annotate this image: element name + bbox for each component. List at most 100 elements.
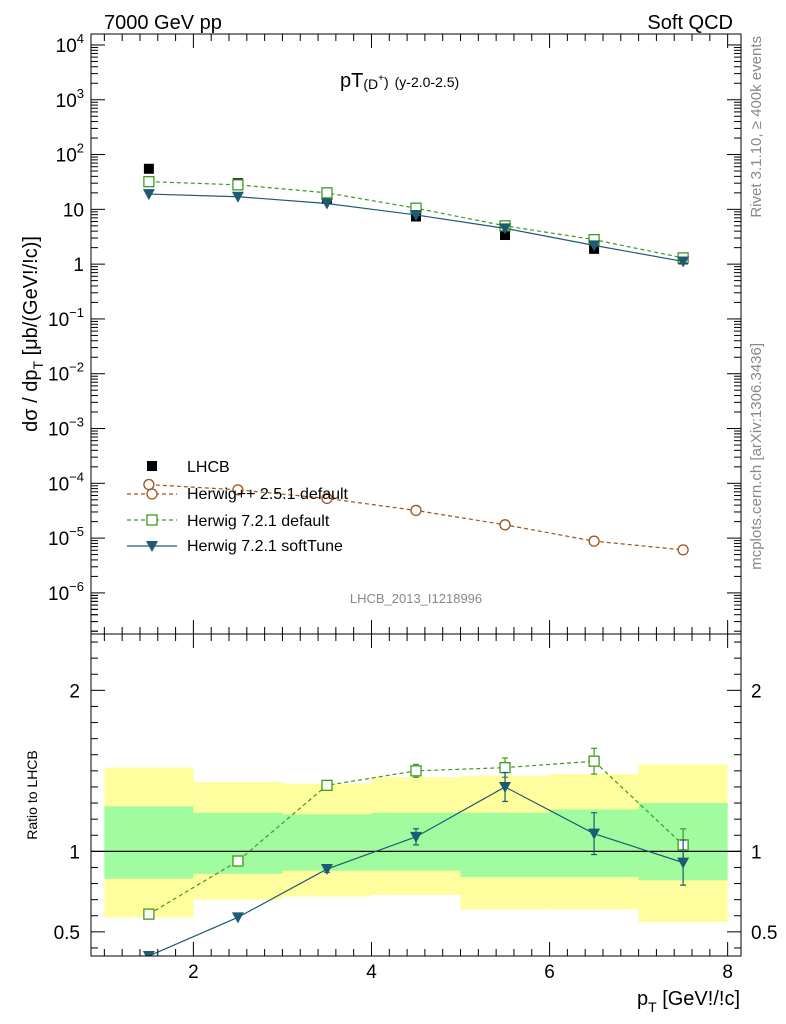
main-y-tick-base: 10 bbox=[63, 200, 84, 221]
main-y-tick-exponent: −6 bbox=[69, 579, 84, 594]
ratio-y-tick-label: 0.5 bbox=[54, 923, 80, 944]
ratio-series-group bbox=[142, 747, 690, 956]
ratio-point-herwig-7-2-1-softtune bbox=[410, 831, 422, 843]
main-point-herwig-7-2-1-default bbox=[232, 179, 244, 191]
main-y-tick-exponent: −1 bbox=[69, 305, 84, 320]
main-y-tick-base: 10 bbox=[56, 36, 77, 57]
ratio-point-herwig-7-2-1-softtune bbox=[499, 781, 512, 793]
main-point-herwig-2-5-1-default bbox=[232, 484, 244, 496]
main-y-tick-label: 10 bbox=[63, 200, 84, 221]
legend: LHCB Herwig++ 2.5.1 default Herwig 7.2.1… bbox=[127, 459, 349, 555]
ratio-panel: 2 4 6 8 0.5 0.5 1 1 2 2 Ratio to LHCB pT [GeV!/!c… bbox=[24, 633, 777, 1015]
main-y-tick-label: 10−6 bbox=[48, 579, 84, 605]
main-point-herwig-7-2-1-softtune bbox=[231, 191, 244, 203]
main-y-tick-label: 10−2 bbox=[48, 360, 84, 386]
ratio-band-green bbox=[282, 814, 372, 871]
main-y-tick-label: 10−4 bbox=[48, 469, 84, 495]
main-point-herwig-7-2-1-softtune bbox=[499, 223, 512, 235]
main-y-tick-exponent: −2 bbox=[69, 360, 84, 375]
legend-marker-herwigpp bbox=[146, 488, 158, 500]
ratio-point-herwig-7-2-1-default bbox=[321, 779, 333, 791]
ratio-y-axis-label: Ratio to LHCB bbox=[24, 750, 40, 839]
main-point-herwig-7-2-1-default bbox=[143, 176, 155, 188]
x-label-a: p bbox=[637, 988, 648, 1010]
plot-title-main: pT bbox=[340, 70, 363, 92]
plot-title-close: ) bbox=[384, 74, 389, 90]
main-y-axis-label: dσ / dpT [μb/(GeV!/!c)] bbox=[20, 236, 46, 432]
header-right: Soft QCD bbox=[647, 12, 733, 34]
main-point-herwig-2-5-1-default bbox=[588, 535, 600, 547]
ratio-y-tick-label-right: 0.5 bbox=[751, 923, 777, 944]
main-y-tick-base: 10 bbox=[56, 91, 77, 112]
main-y-tick-base: 10 bbox=[56, 146, 77, 167]
main-y-tick-label: 104 bbox=[56, 31, 84, 57]
ratio-axis-ticks: 2 4 6 8 0.5 0.5 1 1 2 2 bbox=[54, 634, 777, 983]
x-label-sub: T bbox=[648, 999, 657, 1015]
main-point-herwig-7-2-1-softtune bbox=[320, 198, 333, 210]
main-point-herwig-2-5-1-default bbox=[321, 492, 333, 505]
main-y-label-b: [μb/(GeV!/!c)] bbox=[20, 236, 42, 361]
ratio-x-tick-label: 4 bbox=[366, 962, 377, 983]
plot-title-sub: (D bbox=[363, 76, 378, 92]
main-y-tick-label: 10−1 bbox=[48, 305, 84, 331]
main-y-tick-base: 10 bbox=[48, 474, 69, 495]
legend-entry-herwigpp: Herwig++ 2.5.1 default bbox=[127, 486, 349, 503]
ratio-x-tick-label: 6 bbox=[544, 962, 555, 983]
ratio-y-tick-label: 2 bbox=[69, 681, 80, 702]
ratio-band-green bbox=[460, 812, 550, 878]
main-point-herwig-7-2-1-softtune bbox=[142, 189, 155, 201]
main-y-tick-base: 10 bbox=[48, 529, 69, 550]
main-point-herwig-7-2-1-softtune bbox=[677, 256, 690, 268]
main-point-herwig-7-2-1-softtune bbox=[588, 240, 601, 252]
main-y-tick-base: 10 bbox=[48, 420, 69, 441]
ratio-y-tick-label-right: 1 bbox=[751, 842, 762, 863]
legend-entry-lhcb: LHCB bbox=[147, 459, 230, 476]
main-point-lhcb bbox=[500, 230, 511, 241]
ratio-point-herwig-7-2-1-softtune bbox=[677, 857, 690, 869]
legend-entry-herwig7-default: Herwig 7.2.1 default bbox=[127, 513, 330, 530]
main-y-label-a: dσ / dp bbox=[20, 370, 42, 432]
main-y-tick-exponent: −3 bbox=[69, 415, 84, 430]
ratio-line-herwig-7-2-1-softtune bbox=[148, 786, 684, 956]
main-y-tick-label: 10−3 bbox=[48, 415, 84, 441]
main-y-tick-base: 10 bbox=[48, 365, 69, 386]
main-point-herwig-2-5-1-default bbox=[677, 544, 689, 556]
ratio-point-herwig-7-2-1-softtune bbox=[142, 951, 155, 956]
main-y-label-sub: T bbox=[30, 361, 46, 370]
main-plot-area bbox=[142, 163, 690, 556]
ratio-point-herwig-7-2-1-softtune bbox=[231, 912, 244, 924]
main-point-herwig-2-5-1-default bbox=[410, 504, 422, 517]
ratio-point-herwig-7-2-1-default bbox=[499, 761, 511, 774]
x-label-b: [GeV!/!c] bbox=[657, 988, 740, 1010]
main-y-tick-base: 1 bbox=[73, 255, 84, 276]
ratio-point-herwig-7-2-1-default bbox=[588, 755, 600, 767]
ratio-plot-area bbox=[91, 747, 741, 956]
ratio-x-tick-label: 8 bbox=[722, 962, 733, 983]
ratio-point-herwig-7-2-1-default bbox=[232, 855, 244, 867]
legend-marker-lhcb bbox=[147, 461, 157, 471]
plot-title-rest: (y-2.0-2.5) bbox=[395, 74, 460, 90]
main-y-tick-base: 10 bbox=[48, 584, 69, 605]
rivet-label: Rivet 3.1.10, ≥ 400k events bbox=[748, 36, 765, 218]
main-y-tick-label: 102 bbox=[56, 141, 84, 167]
main-y-tick-exponent: 4 bbox=[77, 31, 84, 46]
main-point-herwig-2-5-1-default bbox=[499, 519, 511, 531]
legend-label-herwig7-default: Herwig 7.2.1 default bbox=[187, 513, 330, 530]
main-y-tick-base: 10 bbox=[48, 310, 69, 331]
analysis-id: LHCB_2013_I1218996 bbox=[350, 591, 482, 606]
ratio-point-herwig-7-2-1-default bbox=[143, 908, 155, 920]
ratio-band-green bbox=[104, 806, 194, 879]
ratio-point-herwig-7-2-1-default bbox=[410, 765, 422, 777]
main-y-tick-exponent: −4 bbox=[69, 469, 84, 484]
ratio-y-tick-label-right: 2 bbox=[751, 681, 762, 702]
main-y-tick-label: 10−5 bbox=[48, 524, 84, 550]
main-y-tick-exponent: 2 bbox=[77, 141, 84, 156]
main-y-tick-exponent: 3 bbox=[77, 86, 84, 101]
ratio-point-herwig-7-2-1-softtune bbox=[588, 828, 601, 840]
ratio-x-axis-label: pT [GeV!/!c] bbox=[637, 988, 740, 1015]
legend-label-lhcb: LHCB bbox=[187, 459, 230, 476]
legend-entry-herwig7-softtune: Herwig 7.2.1 softTune bbox=[127, 538, 343, 555]
